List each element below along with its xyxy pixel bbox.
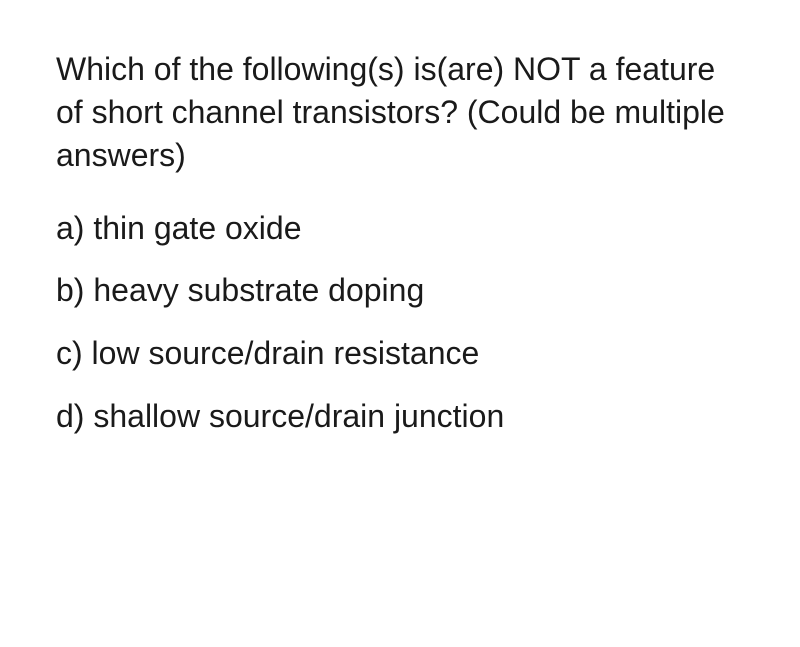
option-a: a) thin gate oxide (56, 206, 744, 251)
option-d: d) shallow source/drain junction (56, 394, 744, 439)
question-text: Which of the following(s) is(are) NOT a … (56, 48, 744, 178)
option-b: b) heavy substrate doping (56, 268, 744, 313)
option-c: c) low source/drain resistance (56, 331, 744, 376)
